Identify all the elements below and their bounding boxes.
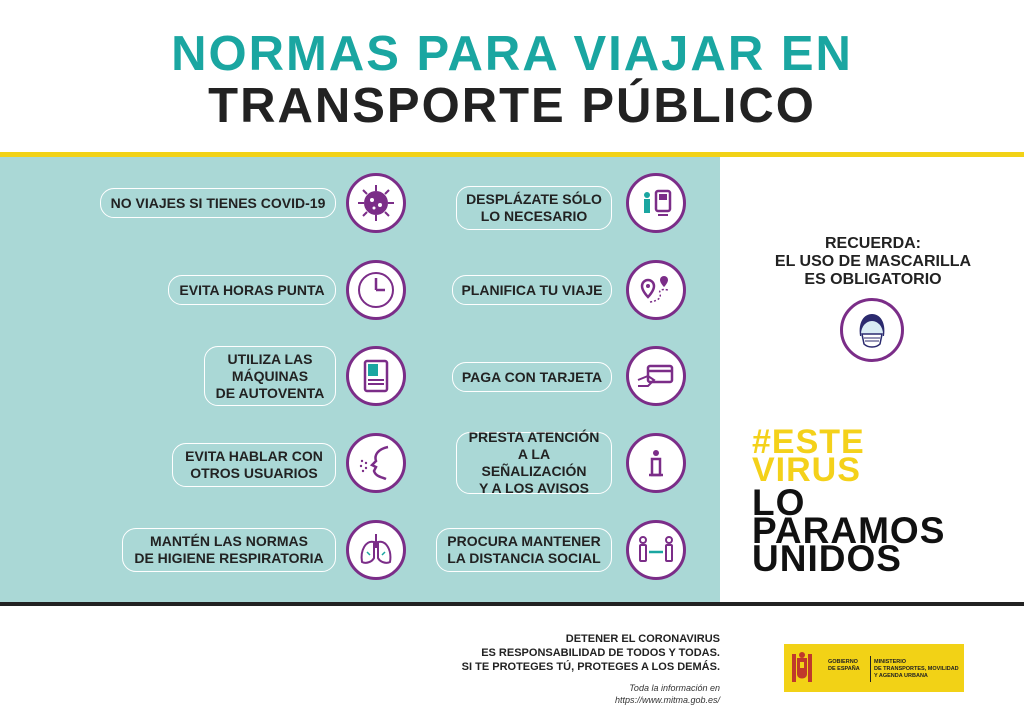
rule-avoid-talking: EVITA HABLAR CON OTROS USUARIOS bbox=[172, 443, 336, 487]
rule-pay-by-card: PAGA CON TARJETA bbox=[452, 362, 612, 392]
ticket-machine-icon bbox=[346, 346, 406, 406]
rule-plan-trip: PLANIFICA TU VIAJE bbox=[452, 275, 612, 305]
rule-social-distance: PROCURA MANTENER LA DISTANCIA SOCIAL bbox=[436, 528, 612, 572]
rule-no-covid: NO VIAJES SI TIENES COVID-19 bbox=[100, 188, 336, 218]
train-station-icon bbox=[626, 173, 686, 233]
title-line-1: NORMAS PARA VIAJAR EN bbox=[171, 27, 853, 81]
government-logo: GOBIERNO DE ESPAÑA MINISTERIO DE TRANSPO… bbox=[784, 644, 964, 692]
coat-of-arms-icon bbox=[792, 652, 812, 682]
ministry-label: MINISTERIO DE TRANSPORTES, MOVILIDAD Y A… bbox=[874, 659, 959, 679]
slogan-line-2: VIRUS bbox=[752, 451, 861, 489]
slogan-line-4: PARAMOS bbox=[752, 510, 946, 551]
map-route-icon bbox=[626, 260, 686, 320]
card-payment-icon bbox=[626, 346, 686, 406]
title-line-2: TRANSPORTE PÚBLICO bbox=[208, 79, 816, 133]
clock-icon bbox=[346, 260, 406, 320]
rule-pay-attention-signage: PRESTA ATENCIÓN A LA SEÑALIZACIÓN Y A LO… bbox=[456, 429, 612, 496]
government-label: GOBIERNO DE ESPAÑA bbox=[828, 659, 860, 672]
info-icon bbox=[626, 433, 686, 493]
footer-message: DETENER EL CORONAVIRUS ES RESPONSABILIDA… bbox=[461, 633, 720, 673]
rule-travel-necessary: DESPLÁZATE SÓLO LO NECESARIO bbox=[456, 186, 612, 230]
rule-avoid-rush-hour: EVITA HORAS PUNTA bbox=[168, 275, 336, 305]
speaking-face-icon bbox=[346, 433, 406, 493]
social-distance-icon bbox=[626, 520, 686, 580]
face-mask-icon bbox=[840, 298, 904, 362]
yellow-divider bbox=[0, 152, 1024, 157]
footer-info-link[interactable]: Toda la información en https://www.mitma… bbox=[614, 683, 720, 705]
virus-icon bbox=[346, 173, 406, 233]
slogan-line-5: UNIDOS bbox=[752, 538, 902, 579]
rule-use-ticket-machines: UTILIZA LAS MÁQUINAS DE AUTOVENTA bbox=[204, 346, 336, 406]
rule-respiratory-hygiene: MANTÉN LAS NORMAS DE HIGIENE RESPIRATORI… bbox=[122, 528, 336, 572]
lungs-icon bbox=[346, 520, 406, 580]
footer-divider bbox=[0, 602, 1024, 606]
slogan-line-1: #ESTE bbox=[752, 423, 865, 461]
mask-reminder: RECUERDA: EL USO DE MASCARILLA ES OBLIGA… bbox=[774, 235, 972, 288]
slogan-line-3: LO bbox=[752, 482, 806, 523]
logo-separator bbox=[870, 656, 871, 682]
